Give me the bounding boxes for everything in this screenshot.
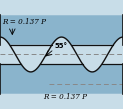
Text: R = 0.137 P: R = 0.137 P bbox=[2, 18, 46, 26]
Polygon shape bbox=[0, 15, 123, 45]
Text: R = 0.137 P: R = 0.137 P bbox=[43, 93, 87, 101]
Polygon shape bbox=[0, 64, 123, 94]
Text: 55°: 55° bbox=[55, 43, 68, 49]
